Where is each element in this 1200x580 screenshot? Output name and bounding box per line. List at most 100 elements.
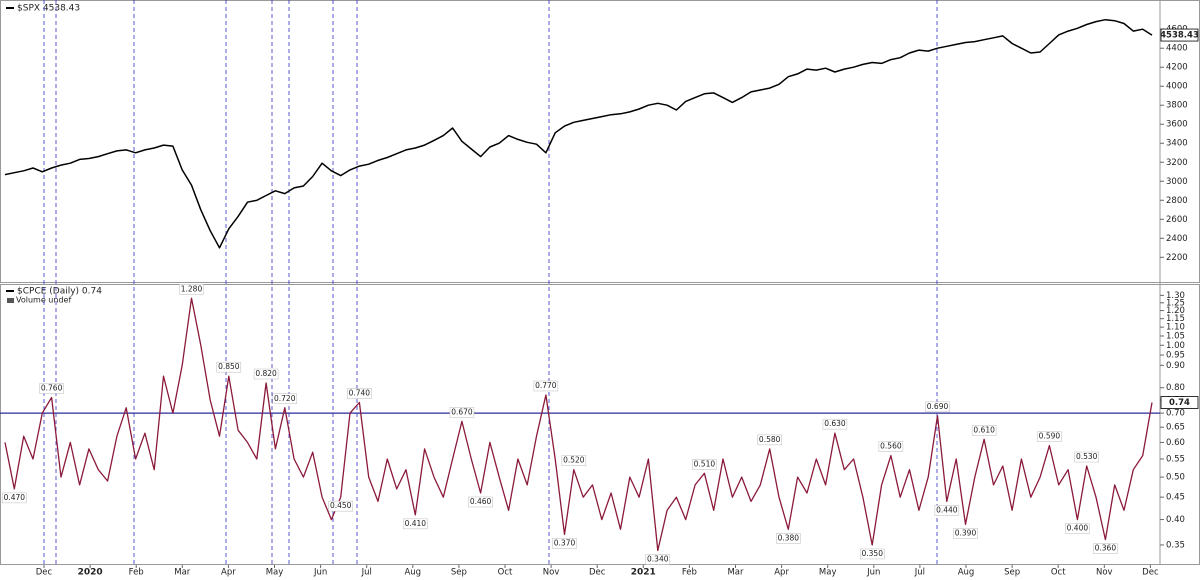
value-label: 0.400	[1067, 524, 1089, 533]
y-tick-label: 0.40	[1166, 515, 1185, 525]
value-label-box	[216, 361, 242, 373]
value-label: 0.760	[41, 383, 63, 392]
value-label-box	[776, 533, 801, 544]
y-tick-label: 4400	[1166, 44, 1188, 54]
x-tick-label: May	[266, 568, 284, 578]
value-label: 0.720	[274, 394, 296, 403]
y-tick-label: 0.35	[1166, 540, 1185, 550]
value-label-box	[1037, 431, 1062, 442]
x-tick-label: Sep	[1004, 568, 1020, 578]
value-label: 0.440	[936, 505, 958, 514]
y-tick-label: 1.15	[1166, 314, 1185, 324]
y-tick-label: 0.95	[1166, 351, 1185, 361]
value-label-box	[1065, 523, 1090, 534]
value-label: 0.450	[330, 501, 352, 510]
y-tick-label: 3600	[1166, 120, 1188, 130]
y-tick-label: 3000	[1166, 177, 1188, 187]
x-tick-label: Nov	[1096, 568, 1113, 578]
last-value-box	[1160, 396, 1199, 409]
value-label-box	[468, 496, 493, 508]
value-label: 1.280	[181, 284, 203, 293]
x-tick-label: Mar	[174, 568, 191, 578]
value-label-box	[757, 434, 782, 446]
value-label: 0.350	[862, 549, 884, 558]
data-line	[4, 297, 1153, 552]
y-tick-label: 0.55	[1166, 454, 1185, 464]
value-label: 0.360	[1095, 544, 1117, 553]
value-label-box	[403, 518, 428, 530]
x-tick-label: Jun	[313, 568, 327, 578]
x-tick-label: Dec	[589, 568, 606, 578]
x-tick-label: Feb	[129, 568, 144, 578]
y-tick-label: 0.65	[1166, 423, 1185, 433]
value-label: 0.460	[470, 497, 492, 506]
value-label: 0.670	[451, 407, 473, 416]
y-tick-label: 0.90	[1166, 361, 1185, 371]
y-tick-label: 3200	[1166, 158, 1188, 168]
x-tick-label: Dec	[1142, 568, 1159, 578]
value-label: 0.510	[694, 459, 716, 468]
value-label-box	[552, 538, 577, 549]
volume-icon	[7, 298, 14, 303]
value-label: 0.370	[554, 538, 576, 547]
value-label-box	[934, 505, 960, 516]
y-tick-label: 1.25	[1166, 298, 1185, 308]
y-tick-label: 0.60	[1166, 438, 1185, 448]
y-tick-label: 1.05	[1166, 331, 1185, 341]
panel-frame	[0, 284, 1200, 565]
y-tick-label: 4000	[1166, 82, 1188, 92]
value-label: 0.390	[955, 528, 977, 537]
value-label: 0.530	[1076, 452, 1098, 461]
y-tick-label: 1.00	[1166, 341, 1185, 351]
y-tick-label: 0.80	[1166, 383, 1185, 393]
value-label-box	[971, 425, 997, 436]
x-tick-label: Sep	[451, 568, 467, 578]
value-label-box	[822, 418, 848, 430]
value-label-box	[179, 284, 204, 295]
value-label-box	[449, 407, 475, 418]
x-tick-label: May	[819, 568, 837, 578]
legend-note: Volume undef	[16, 296, 71, 305]
value-label: 0.610	[973, 425, 995, 434]
value-label-box	[2, 492, 27, 504]
value-label: 0.580	[759, 435, 781, 444]
value-label: 0.740	[349, 389, 371, 398]
panel-title: $CPCE (Daily) 0.74	[17, 287, 102, 297]
y-tick-label: 1.30	[1166, 291, 1185, 301]
x-tick-label: 2021	[631, 568, 656, 578]
y-tick-label: 3400	[1166, 139, 1188, 149]
y-tick-label: 0.45	[1166, 493, 1185, 503]
value-label-box	[253, 368, 279, 380]
x-tick-label: Feb	[682, 568, 697, 578]
y-tick-label: 4200	[1166, 63, 1188, 73]
x-tick-label: Apr	[774, 568, 789, 578]
y-tick-label: 2200	[1166, 253, 1188, 263]
value-label: 0.470	[4, 493, 26, 502]
y-tick-label: 3800	[1166, 101, 1188, 111]
y-tick-label: 2600	[1166, 215, 1188, 225]
value-label: 0.630	[824, 419, 846, 428]
y-tick-label: 1.20	[1166, 306, 1185, 316]
x-tick-label: Aug	[404, 568, 421, 578]
y-tick-label: 2800	[1166, 196, 1188, 206]
value-label-box	[692, 459, 717, 470]
value-label: 0.770	[535, 381, 557, 390]
value-label-box	[953, 528, 978, 539]
x-tick-label: Jul	[361, 568, 372, 578]
value-label: 0.380	[778, 533, 800, 542]
value-label-box	[859, 548, 885, 560]
value-label-box	[328, 500, 353, 512]
value-label-box	[1093, 543, 1118, 554]
value-label: 0.340	[647, 554, 669, 563]
x-tick-label: Mar	[727, 568, 744, 578]
y-tick-label: 2400	[1166, 234, 1188, 244]
value-label-box	[878, 441, 904, 452]
value-label-box	[645, 554, 671, 565]
value-label-box	[272, 393, 298, 405]
last-value: 4538.43	[1160, 31, 1199, 41]
last-value: 0.74	[1169, 398, 1190, 408]
value-label-box	[39, 383, 64, 394]
x-tick-label: Jul	[914, 568, 925, 578]
y-tick-label: 0.70	[1166, 409, 1185, 419]
y-tick-label: 0.50	[1166, 473, 1185, 483]
